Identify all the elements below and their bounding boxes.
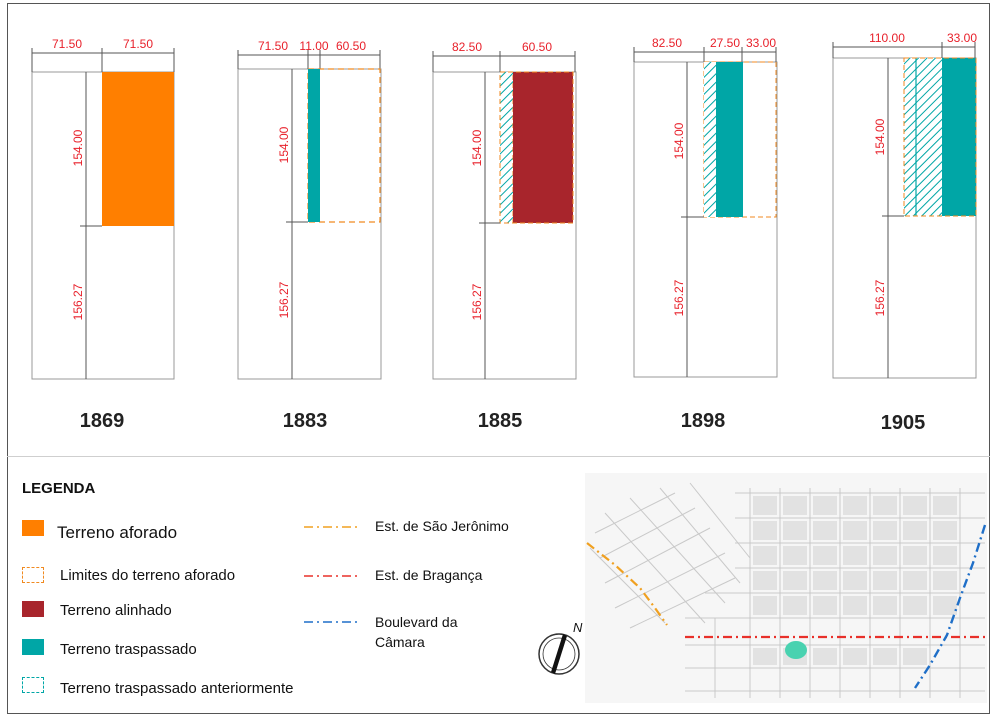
top-dim-1: 82.50 (652, 36, 682, 50)
top-dim-3: 33.00 (746, 36, 776, 50)
plan-1898: 82.50 27.50 33.00 154.00 156.27 (633, 36, 778, 378)
terreno-traspassado-anteriormente (499, 71, 514, 224)
side-dim-2: 156.27 (71, 283, 85, 320)
side-dim-2: 156.27 (873, 279, 887, 316)
north-arrow-compass: N (538, 620, 583, 675)
legend-title: LEGENDA (22, 480, 96, 497)
solid-red-square-icon (22, 601, 44, 617)
year-label-1905: 1905 (880, 412, 926, 434)
side-dim-1: 154.00 (470, 129, 484, 166)
top-dim-2: 33.00 (947, 31, 977, 45)
side-dim-1: 154.00 (672, 122, 686, 159)
line-legend-swatches (304, 526, 358, 623)
solid-orange-square-icon (22, 520, 44, 536)
terreno-traspassado (716, 62, 743, 217)
top-dim-1: 71.50 (52, 37, 82, 51)
side-dim-1: 154.00 (277, 126, 291, 163)
legend-label-limites: Limites do terreno aforado (60, 567, 236, 584)
top-dim-2: 27.50 (710, 36, 740, 50)
solid-teal-square-icon (22, 639, 44, 655)
north-needle-icon (551, 634, 567, 674)
top-dim-2: 60.50 (522, 40, 552, 54)
top-dim-2: 11.00 (299, 39, 328, 53)
legend-label-sao-jeronimo: Est. de São Jerônimo (375, 518, 509, 534)
limites-terreno-aforado (903, 57, 977, 217)
legend-label-traspassado-anteriormente: Terreno traspassado anteriormente (60, 680, 294, 697)
side-dim-2: 156.27 (277, 281, 291, 318)
terreno-traspassado (942, 58, 976, 216)
plan-1869: 71.50 71.50 154.00 156.27 (31, 37, 175, 380)
legend-label-alinhado: Terreno alinhado (60, 602, 172, 619)
limites-terreno-aforado (499, 71, 574, 224)
map-blocks (753, 496, 957, 665)
figure-frame (7, 3, 990, 714)
top-dim-1: 82.50 (452, 40, 482, 54)
dashed-teal-square-icon (22, 677, 44, 693)
plan-1883: 71.50 11.00 60.50 154.00 156.27 (237, 39, 382, 380)
top-dim-1: 71.50 (258, 39, 288, 53)
year-label-1883: 1883 (282, 410, 328, 432)
year-label-1885: 1885 (477, 410, 523, 432)
year-label-1898: 1898 (680, 410, 726, 432)
year-label-1869: 1869 (79, 410, 125, 432)
terreno-traspassado (308, 69, 320, 222)
highlighted-plot-marker (785, 641, 807, 659)
legend-label-aforado: Terreno aforado (57, 523, 178, 542)
legend-label-braganca: Est. de Bragança (375, 567, 483, 583)
compass-inner-ring-icon (542, 637, 576, 671)
side-dim-1: 154.00 (873, 118, 887, 155)
side-dim-2: 156.27 (672, 279, 686, 316)
terreno-traspassado-anteriormente (704, 62, 716, 217)
terreno-traspassado-anteriormente (904, 58, 942, 216)
top-dim-3: 60.50 (336, 39, 366, 53)
compass-north-label: N (573, 620, 583, 635)
section-divider (7, 456, 990, 457)
plan-1905: 110.00 33.00 154.00 156.27 (832, 31, 977, 379)
historic-city-map (585, 473, 987, 703)
side-dim-1: 154.00 (71, 129, 85, 166)
side-dim-2: 156.27 (470, 283, 484, 320)
dashed-orange-square-icon (22, 567, 44, 583)
legend-label-traspassado: Terreno traspassado (60, 641, 197, 658)
plot-plans-diagram: 71.50 71.50 154.00 156.27 71.50 11.00 60… (31, 31, 977, 380)
top-dim-1: 110.00 (869, 31, 905, 45)
boulevard-road-line (913, 524, 987, 689)
terreno-alinhado (513, 72, 573, 223)
plan-1885: 82.50 60.50 154.00 156.27 (432, 40, 577, 380)
map-street-grid (589, 482, 985, 698)
sao-jeronimo-road-line (586, 542, 668, 626)
terreno-aforado (102, 72, 174, 226)
top-dim-2: 71.50 (123, 37, 153, 51)
legend-label-boulevard: Boulevard da Câmara (375, 614, 458, 650)
